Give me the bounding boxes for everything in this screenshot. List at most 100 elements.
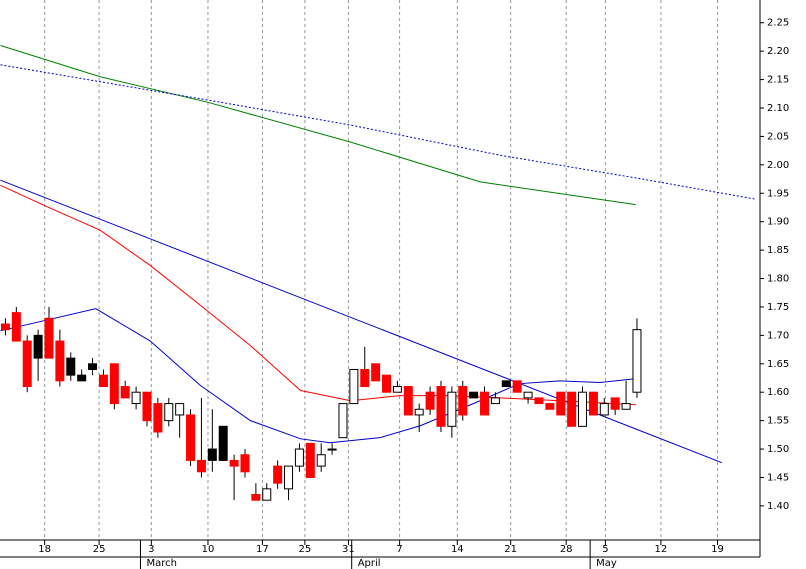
candle-body [207,448,217,461]
y-tick-label: 1.50 [767,444,789,455]
x-tick-label: 18 [38,544,51,555]
candle-body [88,363,98,370]
candle-body [610,397,620,410]
x-tick-label: 19 [711,544,724,555]
indicator-line [0,64,755,200]
candle-body [469,391,479,399]
candle-body [229,459,239,467]
candle-body [425,391,435,410]
candle-body [588,391,598,416]
x-tick-label: 14 [451,544,464,555]
month-label: March [146,558,176,569]
candle-body [22,340,32,388]
candle-body [338,403,348,439]
y-tick-label: 1.75 [767,302,789,313]
y-tick-label: 1.95 [767,188,789,199]
candle-body [371,363,381,382]
candle-body [414,408,424,416]
x-tick-label: 12 [655,544,668,555]
y-tick-label: 1.60 [767,387,789,398]
candle-body [458,386,468,416]
y-tick-label: 1.40 [767,501,789,512]
candle-body [599,403,609,416]
candle-body [349,368,359,405]
candle-body [316,454,326,467]
candle-body [98,374,108,388]
candle-body [131,391,141,405]
candle-body [512,380,522,393]
candle-body [360,368,370,388]
candle-body [175,403,185,416]
y-tick-label: 1.80 [767,274,789,285]
indicator-line [0,179,723,464]
x-tick-label: 5 [602,544,608,555]
candle-body [0,323,10,331]
y-tick-label: 2.20 [767,46,789,57]
candle-body [382,374,392,393]
y-tick-label: 2.00 [767,160,789,171]
candle-body [305,442,315,478]
y-tick-label: 2.10 [767,103,789,114]
y-tick-label: 1.90 [767,217,789,228]
candle-body [153,403,163,433]
candle-body [403,386,413,416]
y-tick-label: 2.15 [767,75,789,86]
candle-body [262,488,272,501]
candle-body [621,403,631,410]
x-tick-label: 7 [396,544,402,555]
y-tick-label: 2.25 [767,18,789,29]
candle-body [534,397,544,405]
x-tick-label: 31 [342,544,355,555]
x-tick-label: 10 [202,544,215,555]
x-tick-label: 21 [504,544,517,555]
x-tick-label: 3 [148,544,154,555]
candle-body [11,312,21,342]
month-label: April [358,558,381,569]
candle-body [480,391,490,416]
indicator-line [0,308,636,444]
candle-body [196,459,206,473]
y-tick-label: 1.55 [767,416,789,427]
candle-body [490,397,500,405]
candle-body [273,465,283,484]
candle-body [392,386,402,393]
x-tick-label: 25 [93,544,106,555]
candle-body [109,363,119,405]
candle-body [578,391,588,427]
y-tick-label: 1.65 [767,359,789,370]
candle-body [44,317,54,359]
candle-body [545,403,555,410]
candle-body [284,465,294,490]
candle-body [186,414,196,461]
candle-body [55,340,65,382]
candle-body [632,329,642,393]
candle-body [327,448,337,451]
y-tick-label: 1.70 [767,330,789,341]
candle-body [294,448,304,467]
candle-body [142,391,152,422]
candle-body [251,494,261,501]
y-tick-label: 1.45 [767,472,789,483]
month-label: May [596,558,617,569]
y-tick-label: 1.85 [767,245,789,256]
candle-body [436,386,446,427]
candle-body [501,380,511,388]
candle-body [523,391,533,399]
indicator-line [0,44,636,206]
candle-body [556,391,566,416]
candle-body [33,334,43,359]
candle-body [447,391,457,427]
x-tick-label: 17 [256,544,269,555]
candle-body [77,374,87,382]
x-tick-label: 28 [560,544,573,555]
candle-body [66,357,76,376]
y-tick-label: 2.05 [767,131,789,142]
candle-body [240,454,250,473]
candle-body [567,391,577,427]
candle-body [120,386,130,399]
x-tick-label: 25 [299,544,312,555]
candle-body [164,403,174,422]
candle-body [218,425,228,461]
